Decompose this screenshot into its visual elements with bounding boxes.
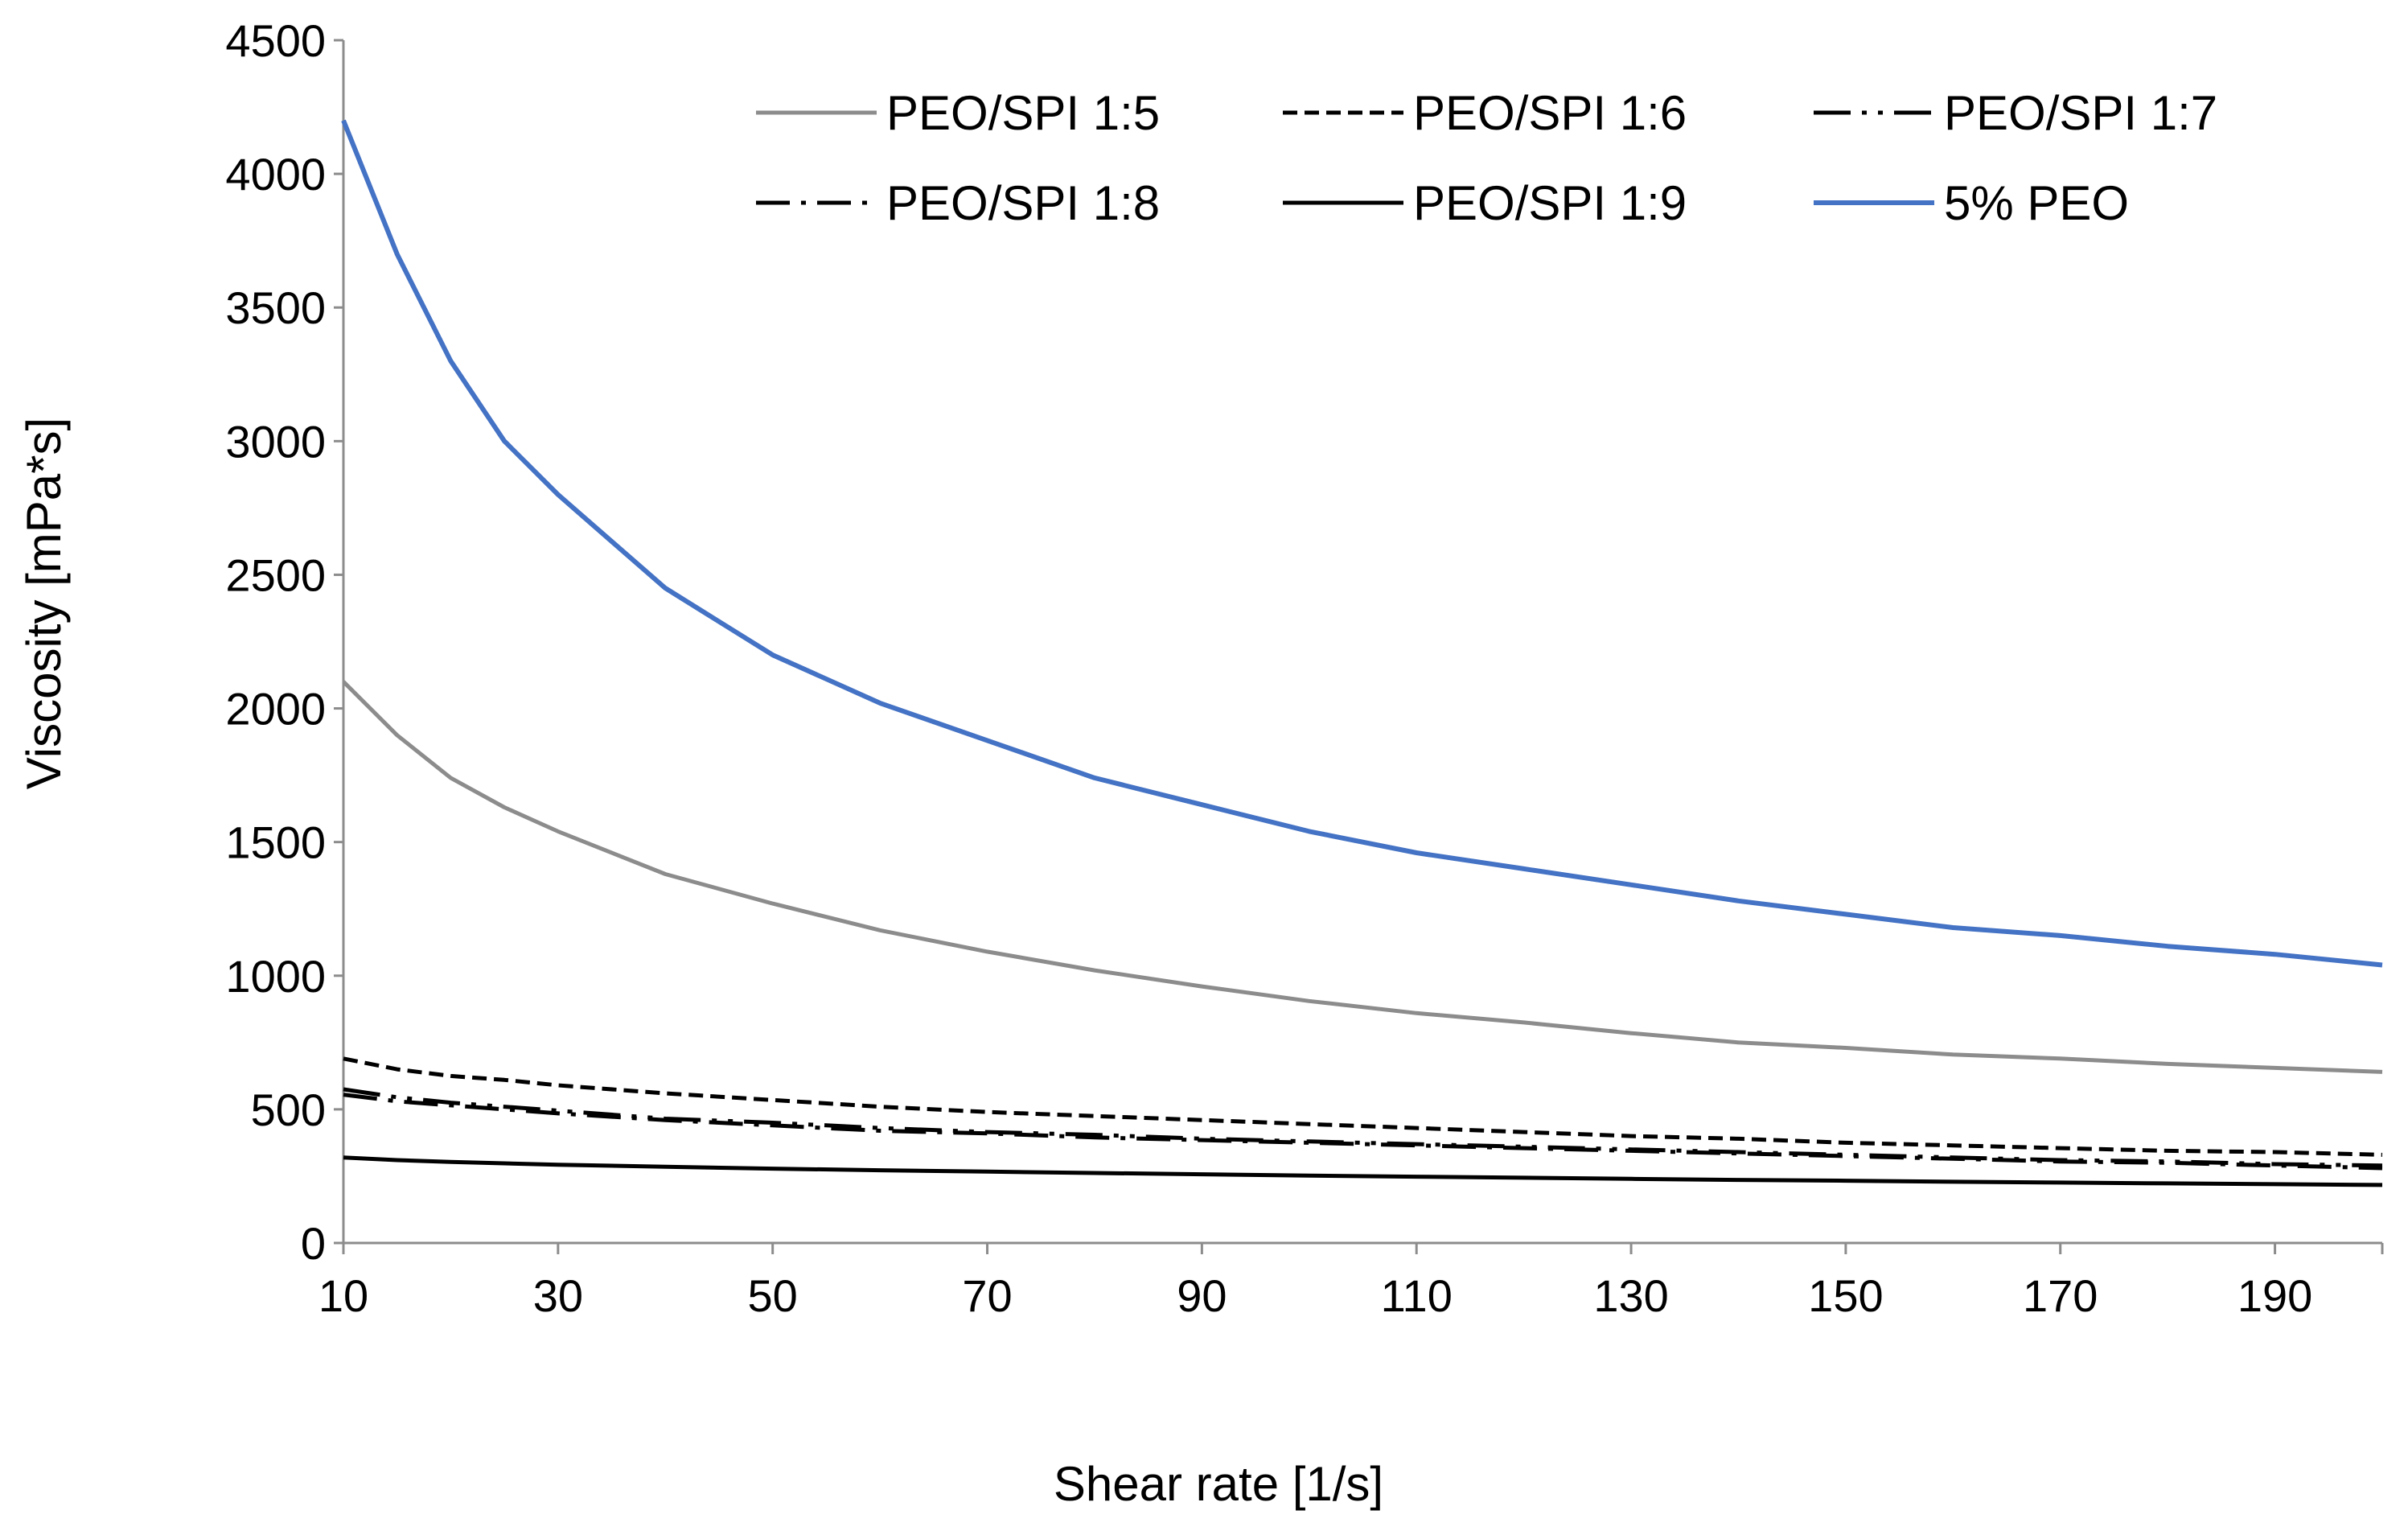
y-tick-label: 1500 [225,817,326,868]
y-tick-label: 4000 [225,149,326,200]
chart-root: 0 500 1000 1500 2000 2500 3000 3500 4000 4500 10 30… [0,0,2408,1531]
series-line-peo-spi-1-6 [343,1059,2382,1155]
y-tick-label: 500 [251,1084,326,1135]
x-tick-label: 170 [2023,1270,2098,1321]
legend-label: PEO/SPI 1:7 [1944,86,2217,140]
legend-item-5-peo: 5% PEO [1814,176,2129,230]
x-tick-label: 30 [533,1270,583,1321]
legend-item-peo-spi-1-8: PEO/SPI 1:8 [756,176,1160,230]
legend-label: PEO/SPI 1:8 [886,176,1160,230]
y-tick-label: 3000 [225,416,326,467]
series-line-5-peo [343,121,2382,965]
x-tick-label: 190 [2237,1270,2312,1321]
legend-item-peo-spi-1-7: PEO/SPI 1:7 [1814,86,2217,140]
legend-label: PEO/SPI 1:9 [1413,176,1687,230]
y-axis-title: Viscosity [mPa*s] [17,418,71,789]
x-tick-label: 110 [1381,1270,1453,1321]
x-tick-label: 70 [962,1270,1012,1321]
x-tick-label: 10 [318,1270,368,1321]
legend-label: 5% PEO [1944,176,2129,230]
legend-item-peo-spi-1-6: PEO/SPI 1:6 [1283,86,1687,140]
legend-item-peo-spi-1-9: PEO/SPI 1:9 [1283,176,1687,230]
x-tick-label: 50 [748,1270,798,1321]
y-tick-label: 3500 [225,282,326,333]
x-tick-label: 150 [1808,1270,1883,1321]
legend: PEO/SPI 1:5 PEO/SPI 1:6 PEO/SPI 1:7 PEO/SPI… [756,86,2217,230]
x-tick-label: 90 [1177,1270,1227,1321]
y-tick-label: 4500 [225,15,326,66]
legend-item-peo-spi-1-5: PEO/SPI 1:5 [756,86,1160,140]
legend-label: PEO/SPI 1:6 [1413,86,1687,140]
series-line-peo-spi-1-8 [343,1095,2382,1168]
x-axis-title: Shear rate [1/s] [1054,1457,1383,1511]
y-tick-label: 0 [301,1218,326,1269]
series-line-peo-spi-1-5 [343,681,2382,1072]
y-tick-label: 2000 [225,684,326,735]
line-chart: 0 500 1000 1500 2000 2500 3000 3500 4000 4500 10 30… [0,0,2408,1531]
x-tick-label: 130 [1593,1270,1668,1321]
y-tick-label: 1000 [225,951,326,1002]
series-lines [343,121,2382,1185]
legend-label: PEO/SPI 1:5 [886,86,1160,140]
y-tick-label: 2500 [225,549,326,600]
